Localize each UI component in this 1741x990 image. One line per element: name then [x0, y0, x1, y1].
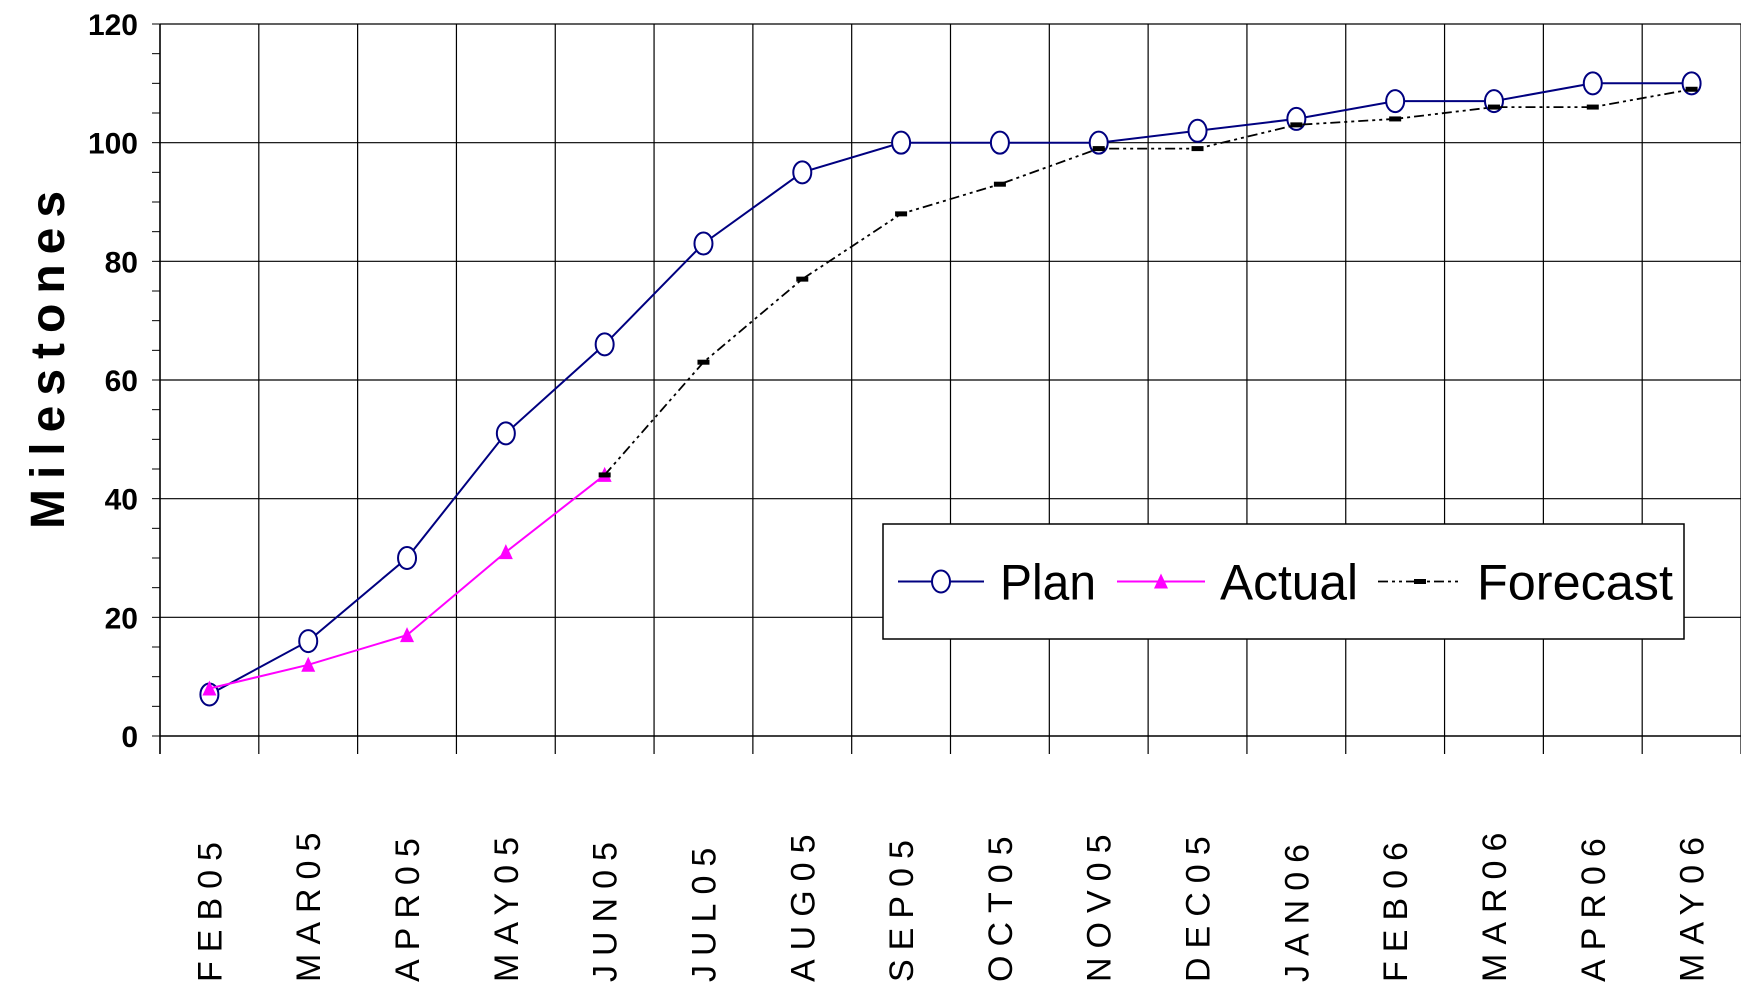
- legend-label: Forecast: [1477, 555, 1673, 611]
- plan-point: [299, 630, 317, 652]
- forecast-point: [994, 182, 1006, 187]
- y-axis-label: Milestones: [22, 181, 75, 529]
- forecast-point: [1093, 146, 1105, 151]
- legend-label: Plan: [1000, 555, 1096, 611]
- forecast-point: [895, 211, 907, 216]
- x-tick-label: FEB05: [191, 833, 229, 982]
- plan-point: [398, 547, 416, 569]
- series-actual: [202, 467, 611, 696]
- forecast-point: [697, 360, 709, 365]
- plan-point: [1386, 90, 1404, 112]
- plan-point: [991, 132, 1009, 154]
- actual-point: [400, 627, 414, 642]
- plan-point: [497, 422, 515, 444]
- plan-point: [596, 333, 614, 355]
- plan-point: [1584, 72, 1602, 94]
- x-tick-label: APR06: [1575, 829, 1613, 982]
- legend-marker: [1414, 579, 1426, 584]
- plan-point: [694, 233, 712, 255]
- y-tick-label: 80: [105, 246, 138, 279]
- forecast-point: [1587, 105, 1599, 110]
- x-tick-label: JUN05: [587, 833, 625, 982]
- x-tick-label: JUL05: [685, 839, 723, 982]
- plan-point: [892, 132, 910, 154]
- x-tick-label: DEC05: [1180, 827, 1218, 982]
- legend: Plan Actual Forecast: [883, 524, 1684, 639]
- legend-marker: [932, 571, 950, 593]
- y-tick-label: 60: [105, 365, 138, 398]
- y-tick-label: 100: [88, 128, 138, 161]
- forecast-point: [1389, 116, 1401, 121]
- y-tick-label: 120: [88, 9, 138, 42]
- x-tick-label: NOV05: [1081, 826, 1119, 983]
- plan-point: [1189, 120, 1207, 142]
- forecast-point: [1192, 146, 1204, 151]
- plan-point: [793, 161, 811, 183]
- legend-label: Actual: [1220, 555, 1358, 611]
- x-tick-label: APR05: [389, 829, 427, 982]
- x-tick-label: AUG05: [784, 826, 822, 983]
- x-tick-label: MAY06: [1674, 828, 1712, 982]
- x-tick-label: FEB06: [1377, 833, 1415, 982]
- forecast-point: [1290, 122, 1302, 127]
- x-axis-ticks: FEB05 MAR05 APR05 MAY05 JUN05 JUL05 AUG05 SEP05…: [191, 824, 1711, 982]
- y-axis-ticks: 0 20 40 60 80 100 120: [88, 9, 138, 754]
- series-line-actual: [209, 475, 604, 689]
- x-tick-label: SEP05: [883, 831, 921, 982]
- forecast-point: [1686, 87, 1698, 92]
- x-tick-label: JAN06: [1278, 835, 1316, 982]
- forecast-point: [599, 472, 611, 477]
- x-tick-label: MAR06: [1476, 824, 1514, 982]
- y-tick-label: 20: [105, 602, 138, 635]
- grid: [152, 24, 1741, 754]
- forecast-point: [1488, 105, 1500, 110]
- x-tick-label: MAY05: [488, 828, 526, 982]
- x-tick-label: MAR05: [290, 824, 328, 982]
- actual-point: [499, 544, 513, 559]
- forecast-point: [796, 277, 808, 282]
- x-tick-label: OCT05: [982, 827, 1020, 982]
- y-tick-label: 40: [105, 484, 138, 517]
- y-tick-label: 0: [121, 721, 138, 754]
